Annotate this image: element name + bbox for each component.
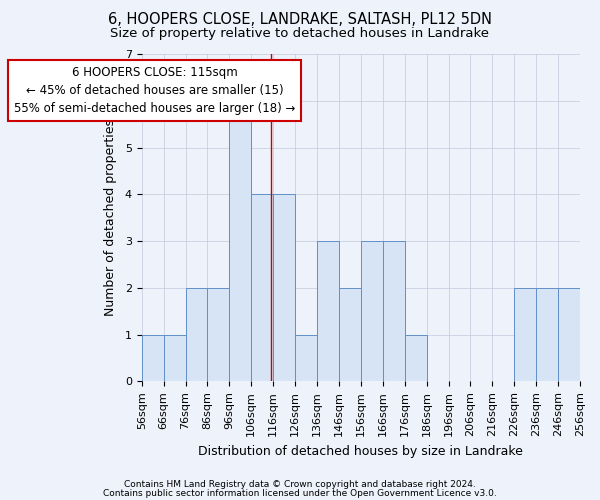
Y-axis label: Number of detached properties: Number of detached properties: [104, 119, 116, 316]
Bar: [339, 288, 361, 382]
Bar: [361, 241, 383, 382]
Bar: [273, 194, 295, 382]
Text: Contains HM Land Registry data © Crown copyright and database right 2024.: Contains HM Land Registry data © Crown c…: [124, 480, 476, 489]
Bar: [185, 288, 208, 382]
Text: Size of property relative to detached houses in Landrake: Size of property relative to detached ho…: [110, 28, 490, 40]
Bar: [383, 241, 404, 382]
Bar: [404, 334, 427, 382]
Text: Contains public sector information licensed under the Open Government Licence v3: Contains public sector information licen…: [103, 488, 497, 498]
Bar: [558, 288, 580, 382]
Bar: [536, 288, 558, 382]
Bar: [317, 241, 339, 382]
Bar: [251, 194, 273, 382]
Bar: [229, 101, 251, 382]
Bar: [295, 334, 317, 382]
Text: 6 HOOPERS CLOSE: 115sqm
← 45% of detached houses are smaller (15)
55% of semi-de: 6 HOOPERS CLOSE: 115sqm ← 45% of detache…: [14, 66, 296, 114]
Bar: [208, 288, 229, 382]
Bar: [164, 334, 185, 382]
Bar: [514, 288, 536, 382]
Text: 6, HOOPERS CLOSE, LANDRAKE, SALTASH, PL12 5DN: 6, HOOPERS CLOSE, LANDRAKE, SALTASH, PL1…: [108, 12, 492, 28]
Bar: [142, 334, 164, 382]
X-axis label: Distribution of detached houses by size in Landrake: Distribution of detached houses by size …: [199, 444, 523, 458]
